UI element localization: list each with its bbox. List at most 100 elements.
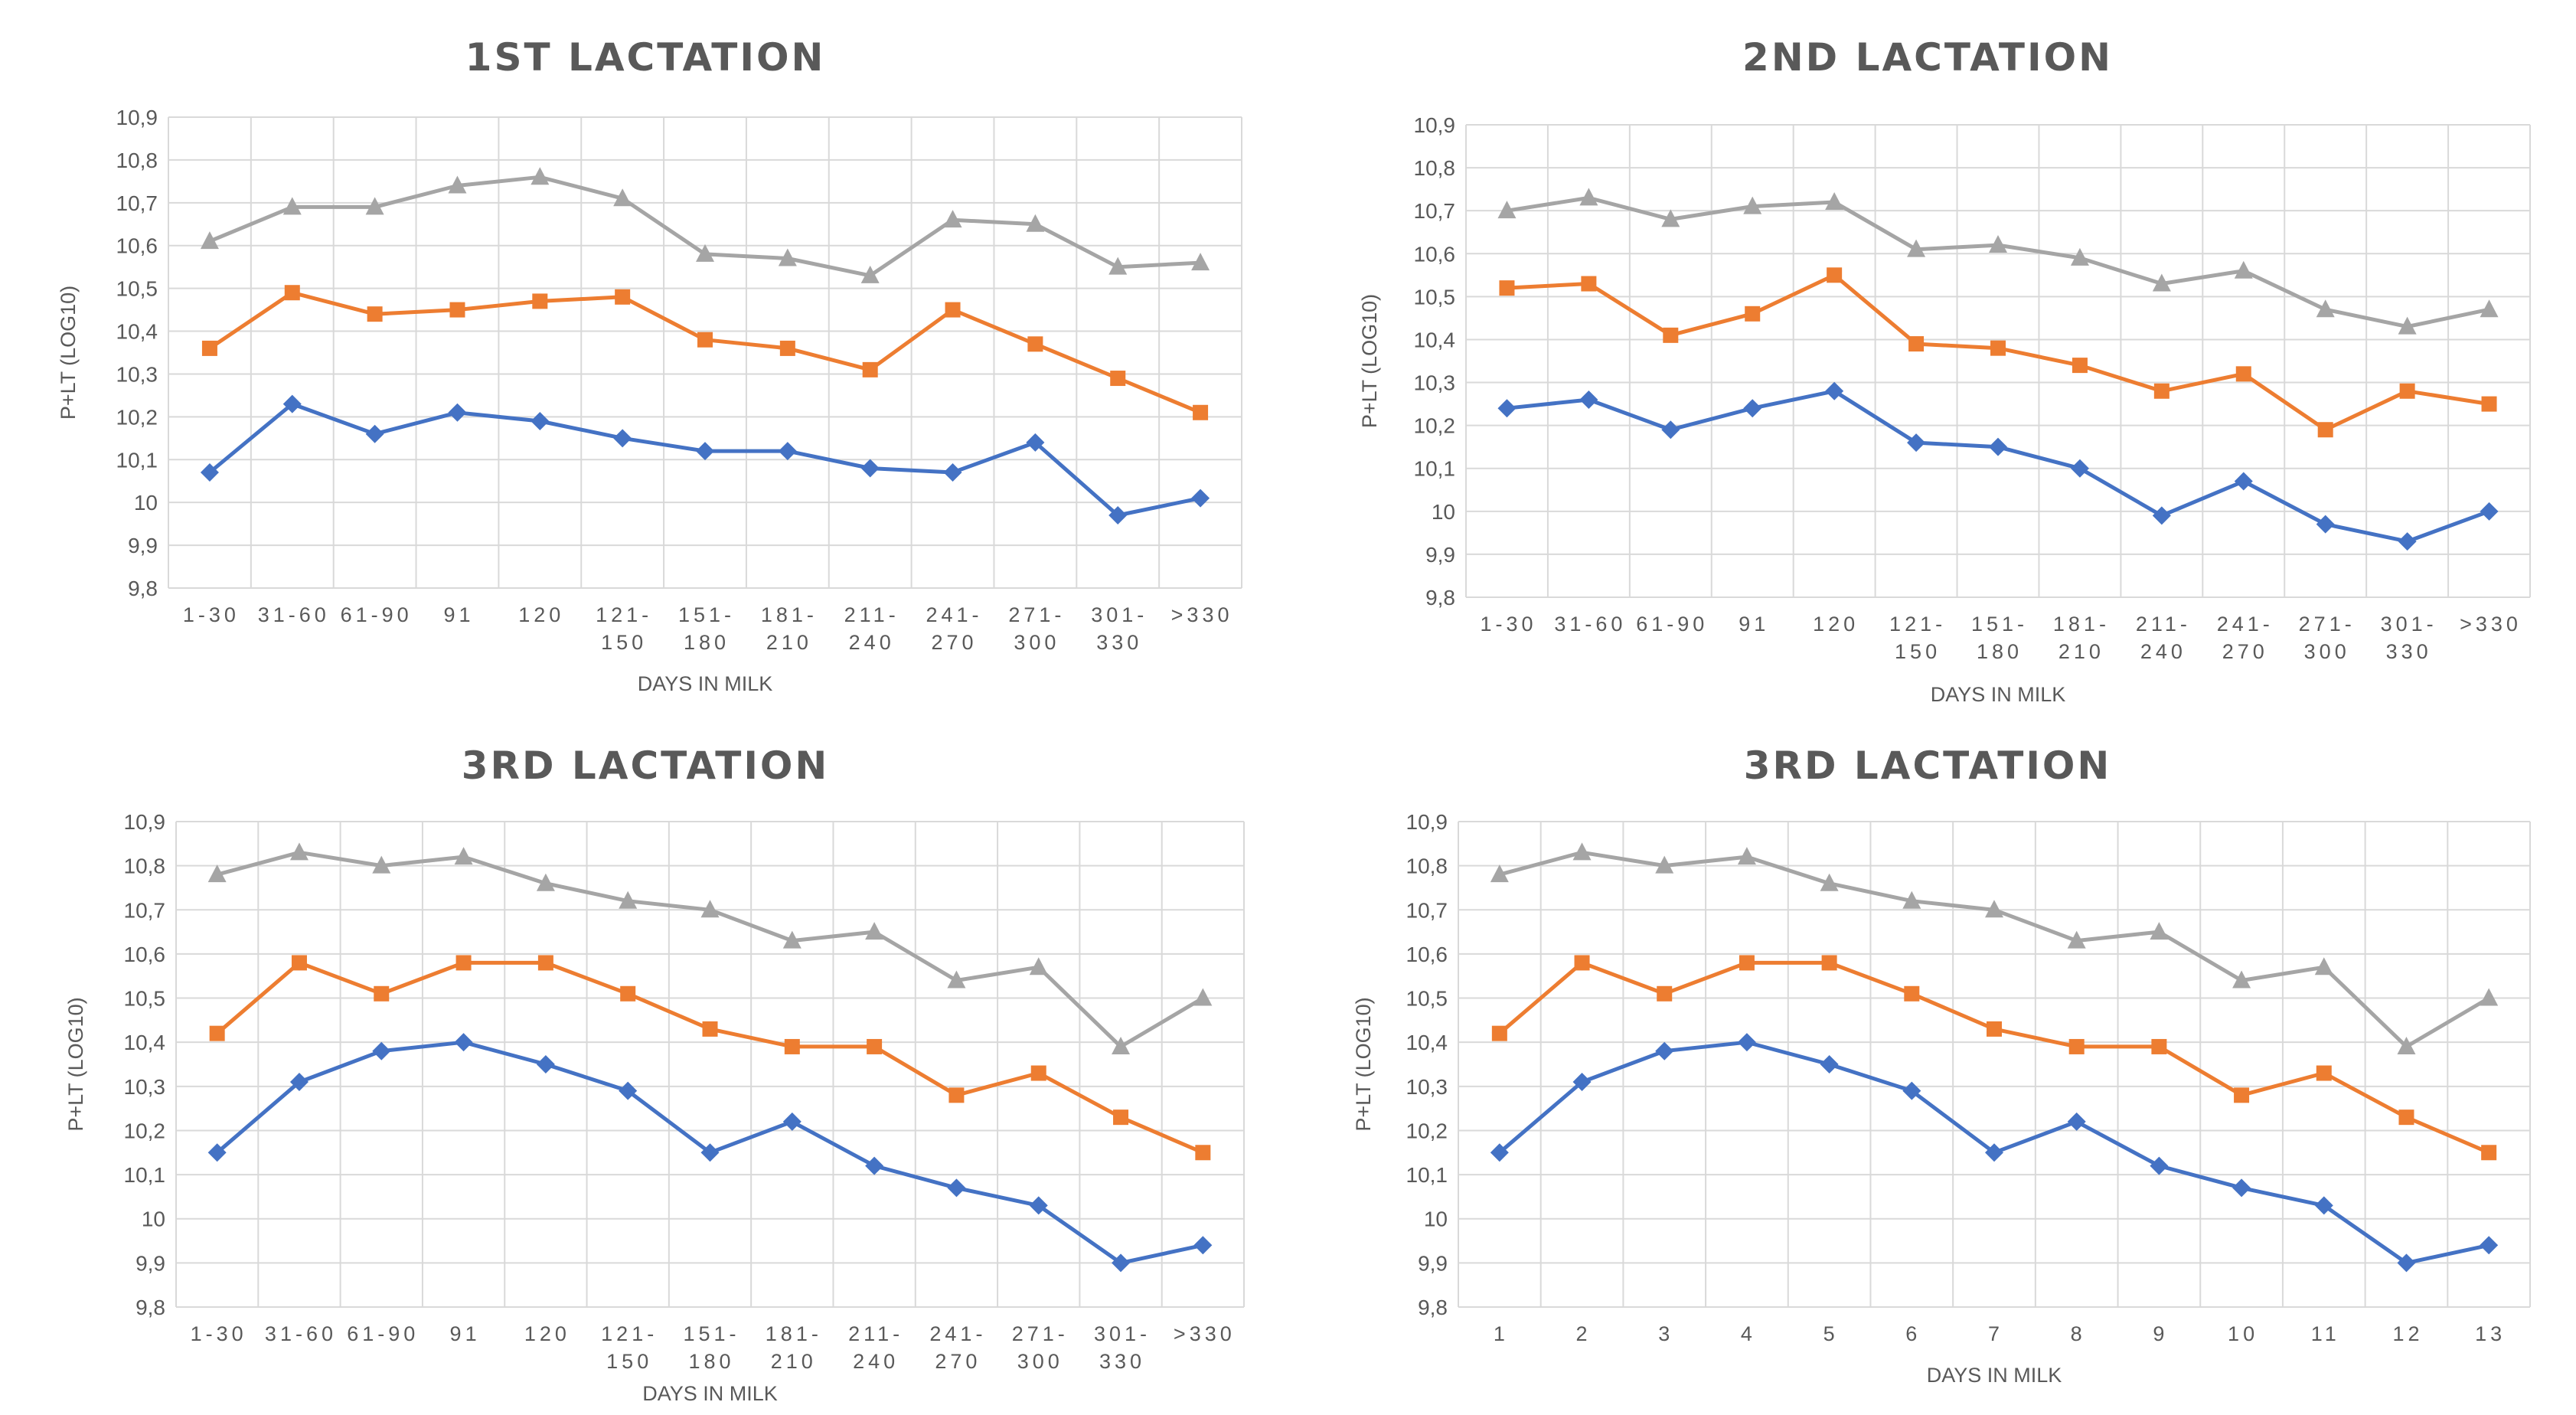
data-point-diamond <box>2070 459 2089 478</box>
data-point-triangle <box>860 265 880 283</box>
data-point-square <box>1491 1025 1507 1041</box>
data-point-square <box>784 1038 800 1054</box>
x-tick-label: 3 <box>1658 1322 1673 1345</box>
chart-panel-1: 1ST LACTATION 9,8 9,9 10 10,1 10,2 10,3 10,4 10,… <box>57 35 1242 695</box>
data-point-square <box>449 302 465 318</box>
data-point-triangle <box>536 873 555 891</box>
data-point-square <box>532 293 548 309</box>
x-tick-label: 241- <box>2217 613 2274 636</box>
data-point-triangle <box>2067 930 2086 949</box>
data-point-triangle <box>2152 273 2171 292</box>
x-tick-label: 330 <box>2386 640 2432 663</box>
data-point-square <box>1745 306 1761 322</box>
data-point-triangle <box>282 197 302 215</box>
data-point-diamond <box>454 1033 473 1052</box>
data-point-square <box>2316 1065 2332 1081</box>
y-tick-label: 10,1 <box>1406 1163 1448 1187</box>
data-point-square <box>945 302 961 318</box>
x-tick-label: 31-60 <box>265 1322 337 1345</box>
data-point-diamond <box>1029 1196 1048 1215</box>
data-point-square <box>201 340 217 356</box>
x-tick-label: 240 <box>853 1350 899 1373</box>
x-tick-label: 181- <box>761 603 818 626</box>
chart-title: 3RD LACTATION <box>462 743 830 788</box>
y-tick-label: 10,9 <box>124 810 166 834</box>
x-tick-label: 241- <box>926 603 983 626</box>
y-tick-label: 10 <box>142 1207 165 1231</box>
y-tick-label: 9,8 <box>135 1296 165 1319</box>
data-point-triangle <box>1907 239 1926 257</box>
data-point-square <box>1663 327 1679 343</box>
y-tick-label: 9,8 <box>128 577 158 600</box>
x-tick-label: 241- <box>929 1322 986 1345</box>
x-tick-label: 211- <box>2136 613 2191 636</box>
y-tick-label: 10,8 <box>1414 156 1456 180</box>
data-point-triangle <box>1820 873 1839 891</box>
x-tick-label: 10 <box>2228 1322 2258 1345</box>
data-point-diamond <box>1193 1236 1213 1255</box>
y-tick-label: 10,3 <box>1414 371 1456 395</box>
data-point-triangle <box>2316 299 2335 318</box>
data-point-triangle <box>365 197 384 215</box>
x-tick-label: 9 <box>2153 1322 2168 1345</box>
data-point-triangle <box>1743 196 1762 214</box>
data-point-square <box>862 361 878 377</box>
x-tick-label: 1 <box>1494 1322 1509 1345</box>
data-point-square <box>1499 280 1515 296</box>
x-tick-label: 121- <box>1889 613 1946 636</box>
chart-title: 2ND LACTATION <box>1742 35 2113 80</box>
data-point-diamond <box>531 411 550 430</box>
x-tick-label: 151- <box>678 603 735 626</box>
data-point-diamond <box>865 1156 884 1175</box>
data-point-diamond <box>619 1081 638 1100</box>
data-point-square <box>2481 396 2497 412</box>
y-tick-label: 10,5 <box>116 277 158 301</box>
y-tick-label: 10,1 <box>116 448 158 472</box>
y-tick-label: 10,4 <box>1414 328 1456 351</box>
data-point-triangle <box>696 243 714 262</box>
data-point-diamond <box>778 442 797 461</box>
data-point-triangle <box>1825 191 1844 210</box>
y-axis-label: P+LT (LOG10) <box>57 286 80 420</box>
y-tick-label: 10,8 <box>124 855 166 878</box>
data-point-triangle <box>1497 201 1517 219</box>
x-tick-label: 5 <box>1823 1322 1839 1345</box>
data-point-square <box>1821 955 1837 971</box>
x-tick-label: 7 <box>1988 1322 2003 1345</box>
y-axis-label: P+LT (LOG10) <box>1352 997 1375 1131</box>
x-tick-label: 211- <box>844 603 899 626</box>
data-point-diamond <box>2150 1156 2169 1175</box>
data-point-triangle <box>200 231 219 250</box>
y-tick-label: 10,2 <box>124 1119 166 1142</box>
x-tick-label: 91 <box>1739 613 1769 636</box>
data-point-diamond <box>1743 399 1762 418</box>
data-point-triangle <box>289 842 309 861</box>
x-tick-label: 120 <box>1813 613 1859 636</box>
x-tick-label: 91 <box>450 1322 481 1345</box>
data-point-square <box>374 985 390 1002</box>
data-point-diamond <box>1572 1073 1592 1092</box>
data-point-square <box>1110 371 1126 387</box>
data-point-triangle <box>1112 1036 1131 1054</box>
data-point-square <box>1908 336 1925 352</box>
data-point-triangle <box>2397 1036 2416 1054</box>
y-tick-label: 9,9 <box>128 534 158 557</box>
y-tick-label: 10,6 <box>124 943 166 966</box>
data-point-triangle <box>1579 188 1598 206</box>
data-point-triangle <box>1989 235 2007 253</box>
data-point-square <box>284 285 300 301</box>
data-point-triangle <box>943 210 962 228</box>
data-point-diamond <box>1907 433 1926 453</box>
x-tick-label: 12 <box>2392 1322 2423 1345</box>
x-tick-label: 271- <box>1012 1322 1069 1345</box>
x-tick-label: 271- <box>1008 603 1065 626</box>
data-point-diamond <box>947 1178 966 1198</box>
x-tick-label: 8 <box>2071 1322 2086 1345</box>
series-line-diamond <box>1507 389 2490 544</box>
y-tick-label: 10,7 <box>116 191 158 215</box>
data-point-triangle <box>1737 847 1756 865</box>
y-tick-label: 10 <box>1424 1207 1448 1231</box>
data-point-square <box>779 340 795 356</box>
x-tick-label: >330 <box>1171 603 1233 626</box>
data-point-square <box>537 955 553 971</box>
